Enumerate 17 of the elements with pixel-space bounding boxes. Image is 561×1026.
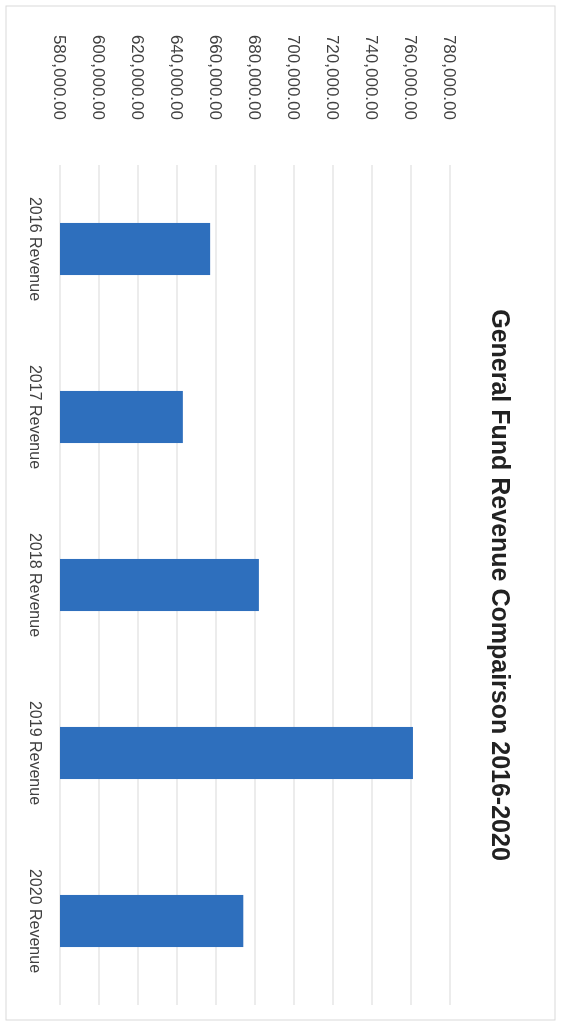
y-tick-label: 2019 Revenue (27, 700, 44, 806)
y-tick-label: 2016 Revenue (27, 196, 44, 302)
y-tick-label: 2020 Revenue (27, 868, 44, 974)
x-tick-label: 760,000.00 (401, 34, 421, 120)
text: General Fund Revenue Compairson 2016-2020 (487, 309, 515, 861)
y-tick-label: 2017 Revenue (27, 364, 44, 470)
x-tick-label: 620,000.00 (128, 34, 148, 120)
x-tick-label: 580,000.00 (50, 34, 70, 120)
x-tick-label: 600,000.00 (89, 34, 109, 120)
x-tick-label: 700,000.00 (284, 34, 304, 120)
x-tick-label: 660,000.00 (206, 34, 226, 120)
x-tick-label: 740,000.00 (362, 34, 382, 120)
x-tick-label: 720,000.00 (323, 34, 343, 120)
y-tick-label: 2018 Revenue (27, 532, 44, 638)
x-tick-label: 680,000.00 (245, 34, 265, 120)
x-tick-label: 640,000.00 (167, 34, 187, 120)
x-tick-label: 780,000.00 (440, 34, 460, 120)
